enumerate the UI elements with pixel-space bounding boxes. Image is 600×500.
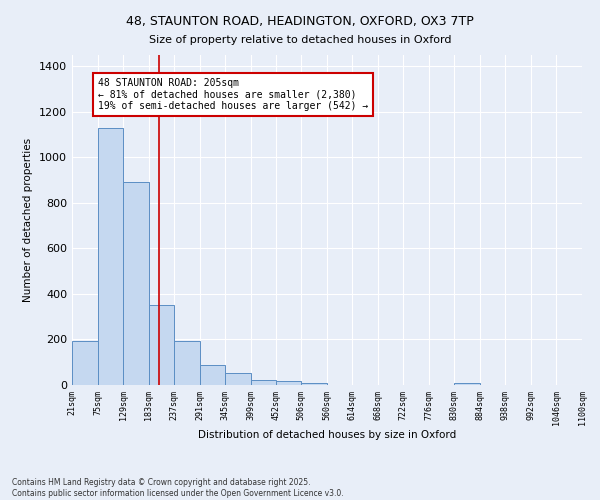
Bar	[72, 342, 98, 385]
Text: Contains HM Land Registry data © Crown copyright and database right 2025.
Contai: Contains HM Land Registry data © Crown c…	[12, 478, 344, 498]
Bar	[301, 382, 327, 385]
Bar	[251, 380, 276, 385]
Bar	[174, 341, 200, 385]
Y-axis label: Number of detached properties: Number of detached properties	[23, 138, 34, 302]
Text: Size of property relative to detached houses in Oxford: Size of property relative to detached ho…	[149, 35, 451, 45]
Bar	[454, 383, 480, 385]
Text: 48, STAUNTON ROAD, HEADINGTON, OXFORD, OX3 7TP: 48, STAUNTON ROAD, HEADINGTON, OXFORD, O…	[126, 15, 474, 28]
Bar	[276, 381, 301, 385]
X-axis label: Distribution of detached houses by size in Oxford: Distribution of detached houses by size …	[198, 430, 456, 440]
Bar	[200, 365, 225, 385]
Bar	[149, 304, 174, 385]
Text: 48 STAUNTON ROAD: 205sqm
← 81% of detached houses are smaller (2,380)
19% of sem: 48 STAUNTON ROAD: 205sqm ← 81% of detach…	[97, 78, 368, 112]
Bar	[98, 128, 123, 385]
Bar	[225, 373, 251, 385]
Bar	[123, 182, 149, 385]
